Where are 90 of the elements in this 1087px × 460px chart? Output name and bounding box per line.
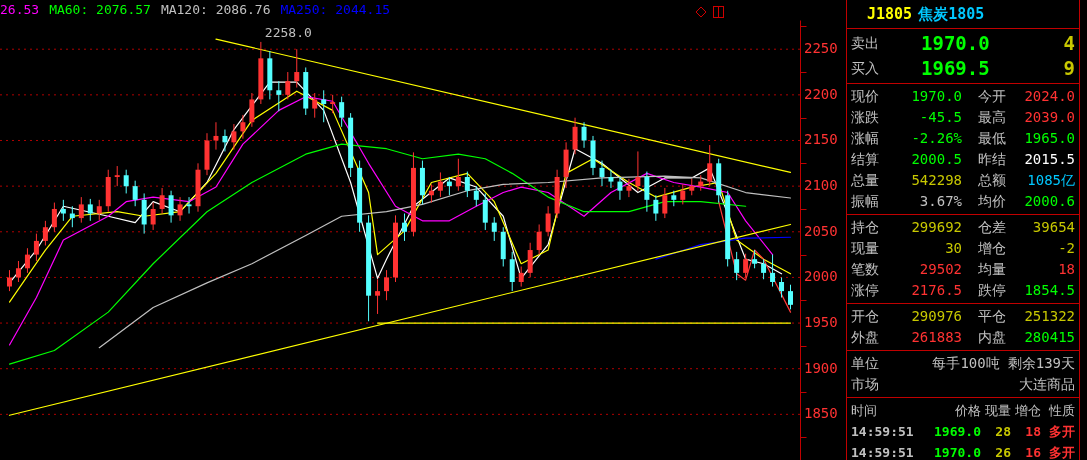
text: 1085亿: [1026, 171, 1075, 190]
text: 280415: [1023, 328, 1075, 347]
text: 平仓: [977, 307, 1006, 326]
text: 今开: [977, 87, 1006, 106]
text: 性质: [1048, 402, 1075, 420]
text: 增仓: [977, 239, 1006, 258]
text: 现价: [851, 87, 880, 106]
text: 29502: [918, 260, 962, 279]
text: 内盘: [977, 328, 1006, 347]
text: 9: [1062, 57, 1075, 79]
text: 多开: [1048, 423, 1075, 441]
text: 1969.5: [920, 57, 991, 79]
text: 振幅: [851, 192, 880, 211]
text: 1970.0: [933, 444, 981, 460]
text: 18: [1024, 423, 1041, 441]
y-tick-label: 2150: [804, 131, 838, 148]
text: 3.67%: [918, 192, 962, 211]
text: 涨跌: [851, 108, 880, 127]
y-tick-label: 2100: [804, 177, 838, 194]
text: 18: [1057, 260, 1075, 279]
text: 最低: [977, 129, 1006, 148]
text: -45.5: [918, 108, 962, 127]
text: 焦炭1805: [918, 5, 985, 23]
text: 剩余139天: [1007, 354, 1075, 373]
text: 542298: [910, 171, 962, 190]
text: 总量: [851, 171, 880, 190]
text: J1805: [867, 5, 913, 23]
text: 均价: [977, 192, 1006, 211]
text: 14:59:51: [851, 423, 915, 441]
y-tick-label: 1900: [804, 359, 838, 376]
text: 26: [994, 444, 1011, 460]
text: -2.26%: [910, 129, 962, 148]
text: MA250: 2044.15: [280, 2, 391, 17]
text: 大连商品: [1018, 375, 1075, 394]
text: 价格: [954, 402, 981, 420]
text: 2176.5: [910, 281, 962, 300]
text: 总额: [977, 171, 1006, 190]
text: 每手100吨: [931, 354, 1000, 373]
text: 28: [994, 423, 1011, 441]
text: 299692: [910, 218, 962, 237]
text: 卖出: [851, 34, 880, 53]
text: 现量: [984, 402, 1011, 420]
text: 1969.0: [933, 423, 981, 441]
text: 持仓: [851, 218, 880, 237]
text: 昨结: [977, 150, 1006, 169]
text: 2015.5: [1023, 150, 1075, 169]
text: 均量: [977, 260, 1006, 279]
text: MA60: 2076.57: [49, 2, 151, 17]
text: 外盘: [851, 328, 880, 347]
text: 增仓: [1014, 402, 1041, 420]
text: 仓差: [977, 218, 1006, 237]
text: 开仓: [851, 307, 880, 326]
annotation: 2258.0: [264, 24, 312, 40]
y-tick-label: 1850: [804, 405, 838, 422]
text: 1970.0: [920, 32, 991, 54]
text: 2000.6: [1023, 192, 1075, 211]
text: MA120: 2086.76: [160, 2, 271, 17]
y-tick-label: 2250: [804, 40, 838, 57]
text: 市场: [851, 375, 880, 394]
text: 现量: [851, 239, 880, 258]
text: 单位: [851, 354, 880, 373]
text: 结算: [851, 150, 880, 169]
text: 多开: [1048, 444, 1075, 460]
text: 笔数: [851, 260, 880, 279]
text: 跌停: [977, 281, 1006, 300]
text: 买入: [851, 59, 880, 78]
text: 时间: [851, 402, 878, 420]
text: -2: [1057, 239, 1075, 258]
text: 涨幅: [851, 129, 880, 148]
text: 261883: [910, 328, 962, 347]
text: 2039.0: [1023, 108, 1075, 127]
text: 4: [1062, 32, 1075, 54]
text: 2000.5: [910, 150, 962, 169]
y-tick-label: 2200: [804, 85, 838, 102]
y-tick-label: 2000: [804, 268, 838, 285]
text: 14:59:51: [851, 444, 915, 460]
text: 30: [944, 239, 962, 258]
text: 16: [1024, 444, 1041, 460]
text: 涨停: [851, 281, 880, 300]
text: 2024.0: [1023, 87, 1075, 106]
text: 最高: [977, 108, 1006, 127]
text: 251322: [1023, 307, 1075, 326]
text: 1965.0: [1023, 129, 1075, 148]
text: 26.53: [0, 2, 40, 17]
text: 1970.0: [910, 87, 962, 106]
text: 290976: [910, 307, 962, 326]
y-tick-label: 2050: [804, 222, 838, 239]
text: 1854.5: [1023, 281, 1075, 300]
y-tick-label: 1950: [804, 314, 838, 331]
text: 39654: [1031, 218, 1075, 237]
